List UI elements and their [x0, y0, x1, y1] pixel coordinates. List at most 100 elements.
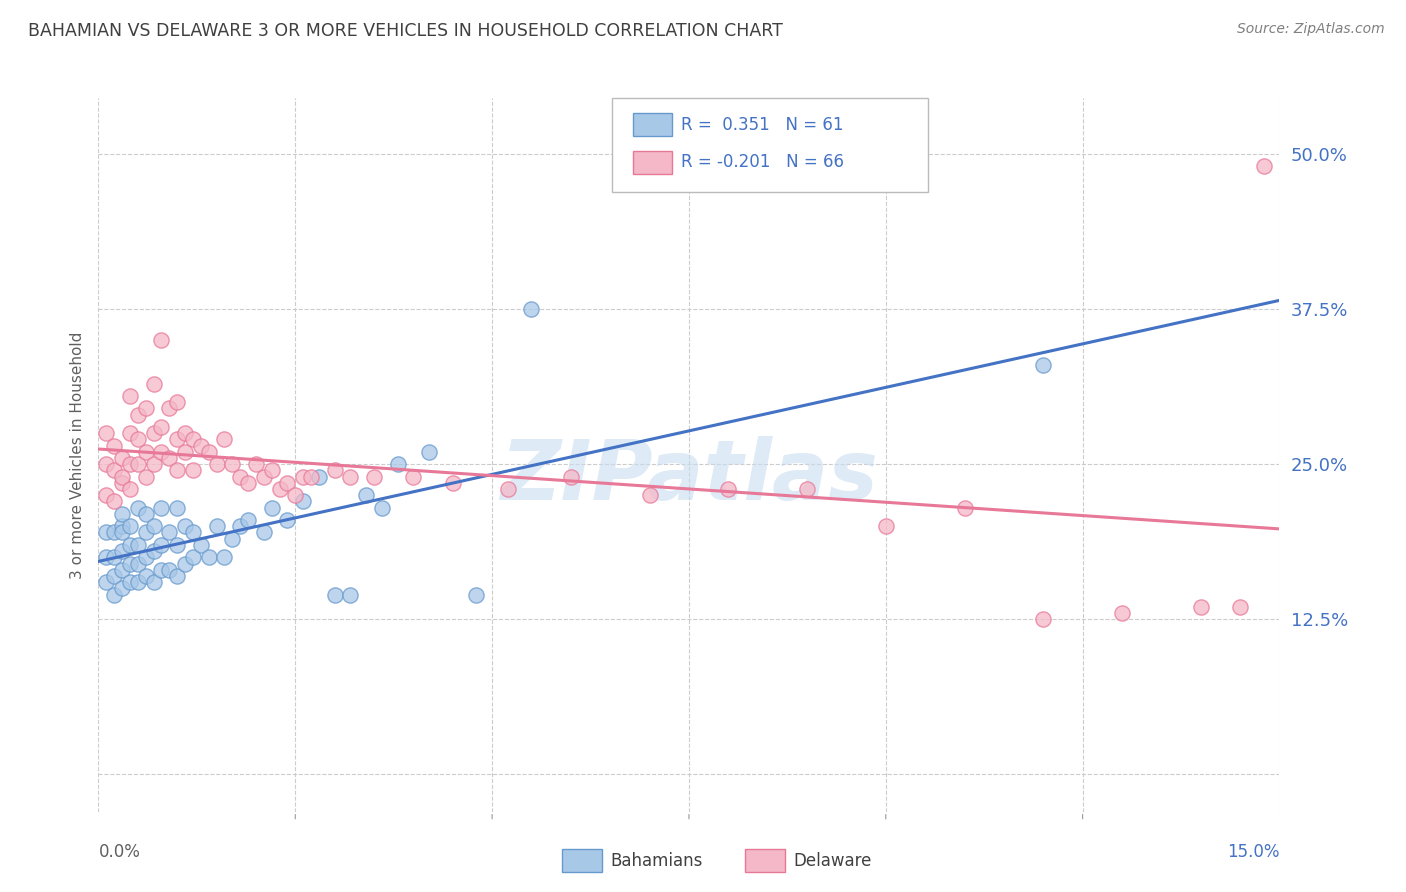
Point: [118, 557, 141, 571]
Point: [236, 475, 259, 490]
Point: [127, 408, 149, 422]
Point: [339, 588, 361, 602]
Point: [118, 426, 141, 441]
Point: [221, 532, 243, 546]
Point: [371, 500, 394, 515]
Point: [150, 445, 173, 459]
Point: [174, 519, 197, 533]
Point: [142, 519, 165, 533]
Point: [111, 525, 134, 540]
Point: [1229, 599, 1251, 614]
Point: [142, 457, 165, 471]
Point: [269, 482, 291, 496]
Text: BAHAMIAN VS DELAWARE 3 OR MORE VEHICLES IN HOUSEHOLD CORRELATION CHART: BAHAMIAN VS DELAWARE 3 OR MORE VEHICLES …: [28, 22, 783, 40]
Point: [142, 575, 165, 590]
Point: [96, 550, 118, 565]
Point: [118, 575, 141, 590]
Point: [292, 494, 315, 508]
Point: [118, 482, 141, 496]
Point: [1032, 358, 1054, 372]
Point: [205, 519, 228, 533]
Point: [103, 463, 125, 477]
Point: [875, 519, 897, 533]
Point: [127, 538, 149, 552]
Point: [157, 525, 180, 540]
Point: [111, 450, 134, 465]
Point: [135, 445, 157, 459]
Point: [1111, 606, 1133, 620]
Point: [118, 457, 141, 471]
Point: [181, 463, 204, 477]
Point: [402, 469, 425, 483]
Point: [1189, 599, 1212, 614]
Point: [135, 525, 157, 540]
Text: 0.0%: 0.0%: [98, 843, 141, 861]
Point: [299, 469, 322, 483]
Text: Bahamians: Bahamians: [610, 852, 703, 870]
Point: [387, 457, 409, 471]
Point: [96, 488, 118, 502]
Point: [118, 389, 141, 403]
Point: [717, 482, 740, 496]
Point: [103, 588, 125, 602]
Point: [127, 500, 149, 515]
Y-axis label: 3 or more Vehicles in Household: 3 or more Vehicles in Household: [69, 331, 84, 579]
Point: [111, 475, 134, 490]
Point: [135, 550, 157, 565]
Point: [323, 588, 346, 602]
Point: [796, 482, 818, 496]
Point: [96, 457, 118, 471]
Point: [103, 494, 125, 508]
Point: [142, 544, 165, 558]
Point: [465, 588, 488, 602]
Point: [166, 395, 188, 409]
Point: [276, 475, 298, 490]
Point: [142, 376, 165, 391]
Point: [135, 507, 157, 521]
Point: [111, 582, 134, 596]
Point: [118, 519, 141, 533]
Point: [103, 550, 125, 565]
Point: [166, 538, 188, 552]
Point: [229, 469, 252, 483]
Point: [150, 563, 173, 577]
Point: [103, 525, 125, 540]
Point: [166, 463, 188, 477]
Point: [157, 401, 180, 416]
Point: [135, 401, 157, 416]
Text: ZIPatlas: ZIPatlas: [501, 436, 877, 516]
Point: [214, 550, 236, 565]
Point: [142, 426, 165, 441]
Point: [354, 488, 377, 502]
Point: [520, 302, 543, 317]
Point: [308, 469, 330, 483]
Point: [236, 513, 259, 527]
Point: [111, 519, 134, 533]
Point: [96, 426, 118, 441]
Point: [127, 433, 149, 447]
Text: Delaware: Delaware: [793, 852, 872, 870]
Point: [418, 445, 440, 459]
Point: [638, 488, 661, 502]
Point: [953, 500, 976, 515]
Point: [103, 439, 125, 453]
Point: [205, 457, 228, 471]
Point: [339, 469, 361, 483]
Point: [118, 538, 141, 552]
Point: [150, 500, 173, 515]
Text: 15.0%: 15.0%: [1227, 843, 1279, 861]
Point: [1032, 612, 1054, 626]
Point: [166, 569, 188, 583]
Point: [174, 557, 197, 571]
Point: [221, 457, 243, 471]
Point: [150, 333, 173, 347]
Text: Source: ZipAtlas.com: Source: ZipAtlas.com: [1237, 22, 1385, 37]
Point: [214, 433, 236, 447]
Point: [96, 575, 118, 590]
Point: [174, 426, 197, 441]
Point: [229, 519, 252, 533]
Point: [157, 563, 180, 577]
Point: [292, 469, 315, 483]
Text: R = -0.201   N = 66: R = -0.201 N = 66: [681, 153, 844, 171]
Point: [111, 469, 134, 483]
